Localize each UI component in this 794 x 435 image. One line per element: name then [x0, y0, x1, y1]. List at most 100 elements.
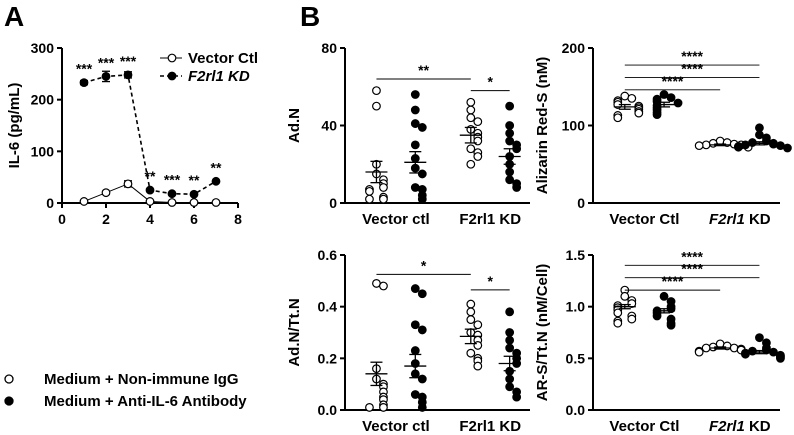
y-tick-label: 200 [562, 40, 586, 56]
alizarin-red-chart: 0 100 200 Alizarin Red-S (nM) Vector Ctl F2rl… [534, 40, 792, 228]
data-point [473, 341, 483, 350]
data-point [473, 361, 483, 371]
data-point [505, 307, 515, 317]
data-point [379, 194, 388, 204]
data-point [466, 105, 476, 115]
significance-label: **** [681, 248, 703, 264]
significance-label: *** [98, 54, 115, 70]
y-tick-label: 0 [577, 195, 585, 211]
data-point [417, 123, 427, 132]
data-point [410, 105, 420, 115]
legend-marker-kd [167, 71, 177, 81]
data-point [211, 198, 221, 207]
significance-label: **** [681, 48, 703, 64]
significance-label: ** [145, 168, 156, 184]
data-point [505, 382, 515, 392]
data-point [473, 136, 483, 146]
significance-label: *** [76, 61, 93, 77]
x-category-label: F2rl1 KD [709, 418, 771, 435]
data-point [417, 169, 427, 179]
data-point [466, 315, 476, 324]
data-point [410, 140, 420, 150]
significance-label: * [487, 273, 493, 289]
data-point [466, 299, 476, 309]
x-tick-label: 2 [102, 211, 110, 227]
x-tick-label: 4 [146, 211, 154, 227]
data-point [189, 189, 199, 199]
x-tick-label: 8 [234, 211, 242, 227]
data-point [410, 119, 420, 128]
data-point [211, 176, 221, 186]
data-point [627, 299, 637, 308]
data-point [627, 93, 637, 103]
data-point [466, 113, 476, 123]
data-point [613, 113, 623, 123]
y-tick-label: 0.6 [318, 247, 338, 263]
data-point [666, 93, 676, 102]
data-point [627, 314, 637, 324]
panel-label-a: A [4, 1, 24, 32]
data-point [466, 348, 476, 358]
data-point [466, 307, 476, 317]
data-point [379, 281, 388, 291]
legend-filled-marker [4, 396, 14, 406]
data-point [701, 140, 711, 150]
significance-label: **** [662, 73, 684, 89]
x-category-label: Vector ctl [362, 418, 430, 435]
data-point [505, 328, 515, 337]
data-point [512, 392, 522, 402]
significance-label: ** [418, 62, 429, 78]
data-point [189, 198, 199, 207]
data-point [694, 347, 704, 357]
data-point [145, 185, 155, 195]
y-tick-label: 40 [321, 118, 337, 134]
significance-label: **** [662, 273, 684, 289]
legend-marker-vector [167, 53, 177, 63]
x-tick-label: 0 [58, 211, 66, 227]
x-tick-label: 6 [190, 211, 198, 227]
data-point [673, 98, 683, 108]
data-point [79, 78, 89, 88]
bottom-legend: Medium + Non-immune IgG Medium + Anti-IL… [4, 371, 247, 410]
data-point [372, 86, 381, 96]
data-point [505, 335, 515, 345]
data-point [505, 175, 515, 185]
data-point [417, 403, 427, 412]
data-point [634, 108, 644, 118]
data-point [613, 308, 623, 318]
data-point [652, 311, 662, 321]
y-tick-label: 0 [46, 195, 54, 211]
y-axis-title: IL-6 (pg/mL) [6, 83, 23, 169]
significance-label: *** [164, 172, 181, 188]
legend-open-marker [4, 374, 14, 384]
data-point [505, 101, 515, 111]
legend-filled-label: Medium + Anti-IL-6 Antibody [44, 393, 247, 410]
data-point [694, 141, 704, 151]
data-point [379, 183, 388, 192]
data-point [365, 186, 374, 196]
data-point [473, 117, 483, 127]
y-tick-label: 100 [31, 143, 55, 159]
y-tick-label: 300 [31, 40, 55, 56]
data-point [417, 289, 427, 299]
significance-label: * [421, 257, 427, 273]
data-point [755, 333, 764, 343]
significance-label: *** [120, 53, 137, 69]
x-category-label: Vector Ctl [609, 211, 679, 228]
significance-label: ** [211, 159, 222, 175]
y-tick-label: 100 [562, 118, 586, 134]
y-tick-label: 0 [329, 195, 337, 211]
data-point [666, 320, 676, 330]
data-point [652, 110, 662, 120]
data-point [417, 325, 427, 335]
y-tick-label: 200 [31, 92, 55, 108]
legend-label-kd: F2rl1 KD [188, 68, 250, 85]
data-point [505, 343, 515, 353]
data-point [145, 197, 155, 206]
data-point [505, 121, 515, 130]
x-category-label: F2rl1 KD [459, 211, 521, 228]
y-axis-title: Ad.N [286, 108, 303, 143]
data-point [505, 136, 515, 146]
